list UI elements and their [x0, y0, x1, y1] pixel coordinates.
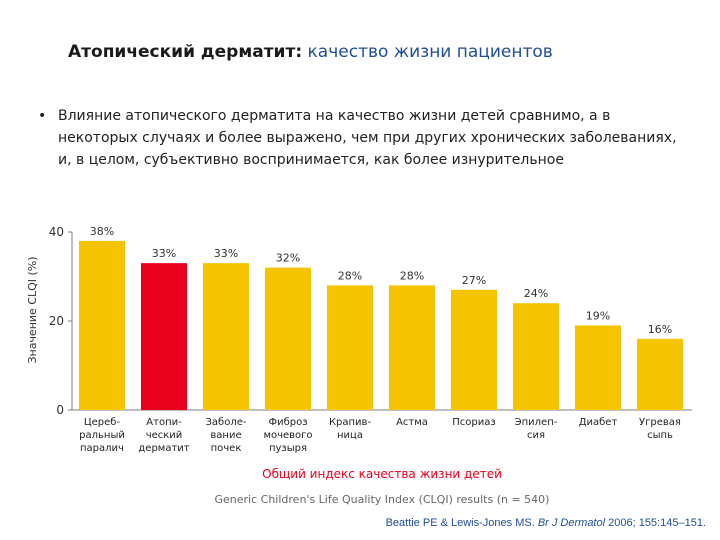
- title-main: Атопический дерматит:: [68, 42, 303, 62]
- title-accent: качество жизни пациентов: [302, 42, 553, 62]
- category-label: Цереб-ральный паралич: [79, 417, 125, 454]
- bar-value-label: 28%: [338, 269, 362, 282]
- bar: [265, 267, 311, 410]
- y-axis-label: Значение CLQI (%): [26, 256, 39, 363]
- bar: [203, 263, 249, 410]
- bar-value-label: 16%: [648, 323, 672, 336]
- category-label: Заболе-вание почек: [206, 417, 247, 454]
- bar-value-label: 32%: [276, 252, 300, 265]
- category-label: Псориаз: [452, 417, 495, 428]
- x-axis-label: Общий индекс качества жизни детей: [262, 467, 502, 481]
- bar-value-label: 24%: [524, 287, 548, 300]
- category-label: Диабет: [579, 417, 618, 428]
- bar: [327, 285, 373, 410]
- category-label: Фиброз мочевого пузыря: [263, 417, 312, 454]
- bar: [389, 285, 435, 410]
- bar-value-label: 33%: [152, 247, 176, 260]
- category-label: Астма: [396, 417, 428, 428]
- bar-value-label: 38%: [90, 225, 114, 238]
- bar-value-label: 33%: [214, 247, 238, 260]
- bar-value-label: 19%: [586, 309, 610, 322]
- page-title: Атопический дерматит: качество жизни пац…: [68, 42, 553, 62]
- y-tick-label: 0: [56, 403, 64, 417]
- chart-subtitle: Generic Children's Life Quality Index (C…: [215, 493, 550, 506]
- bullet-marker: •: [38, 108, 47, 124]
- bar-value-label: 28%: [400, 269, 424, 282]
- bar: [79, 240, 125, 410]
- category-label: Крапив-ница: [329, 417, 372, 441]
- bar: [637, 338, 683, 410]
- category-label: Угревая сыпь: [639, 417, 681, 441]
- category-label: Атопи-ческий дерматит: [138, 417, 189, 454]
- bar: [513, 303, 559, 410]
- bullet-point: • Влияние атопического дерматита на каче…: [38, 105, 678, 171]
- bar-value-label: 27%: [462, 274, 486, 287]
- citation-details: 2006; 155:145–151.: [605, 517, 706, 529]
- y-tick-label: 20: [49, 314, 64, 328]
- y-tick-label: 40: [49, 225, 64, 239]
- bar: [141, 263, 187, 410]
- citation-journal: Br J Dermatol: [537, 517, 606, 529]
- citation-authors: Beattie PE & Lewis-Jones MS.: [385, 517, 538, 529]
- bar: [451, 289, 497, 410]
- citation: Beattie PE & Lewis-Jones MS. Br J Dermat…: [386, 517, 706, 529]
- category-label: Эпилеп-сия: [515, 417, 558, 441]
- bullet-text: Влияние атопического дерматита на качест…: [58, 108, 677, 168]
- bar: [575, 325, 621, 410]
